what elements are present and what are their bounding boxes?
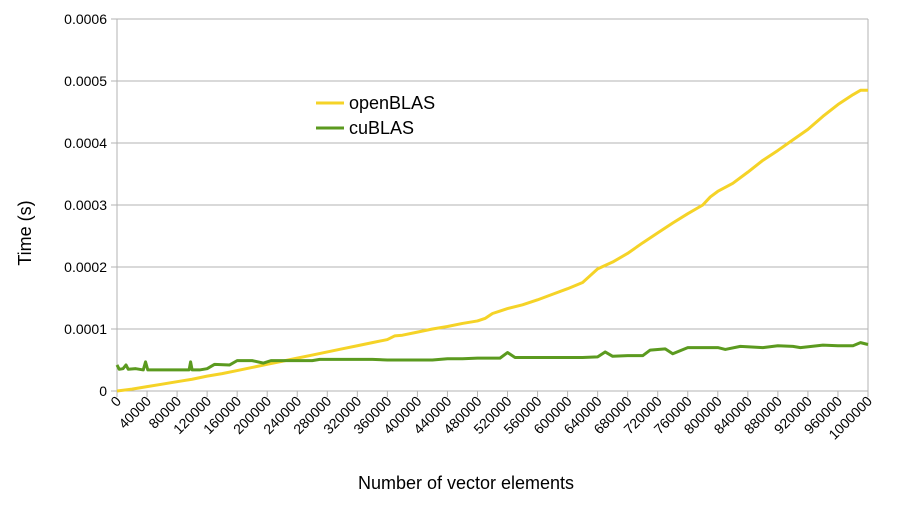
gridlines — [117, 18, 868, 392]
y-tick-label: 0.0003 — [64, 197, 107, 213]
y-tick-label: 0.0006 — [64, 11, 107, 27]
y-tick-label: 0.0004 — [64, 135, 107, 151]
y-tick-labels: 0 0.0001 0.0002 0.0003 0.0004 0.0005 0.0006 — [64, 11, 107, 399]
x-axis-title: Number of vector elements — [358, 473, 574, 493]
y-axis-title: Time (s) — [15, 200, 35, 265]
legend-label-cublas: cuBLAS — [349, 118, 414, 138]
y-tick-label: 0.0002 — [64, 259, 107, 275]
series-line-openblas — [116, 88, 868, 393]
series-lines — [115, 88, 869, 393]
y-tick-label: 0.0005 — [64, 73, 107, 89]
series-line-cublas — [115, 341, 869, 372]
legend: openBLAS cuBLAS — [316, 93, 435, 138]
y-tick-label: 0 — [99, 383, 107, 399]
y-tick-label: 0.0001 — [64, 321, 107, 337]
legend-label-openblas: openBLAS — [349, 93, 435, 113]
axes — [111, 18, 869, 397]
